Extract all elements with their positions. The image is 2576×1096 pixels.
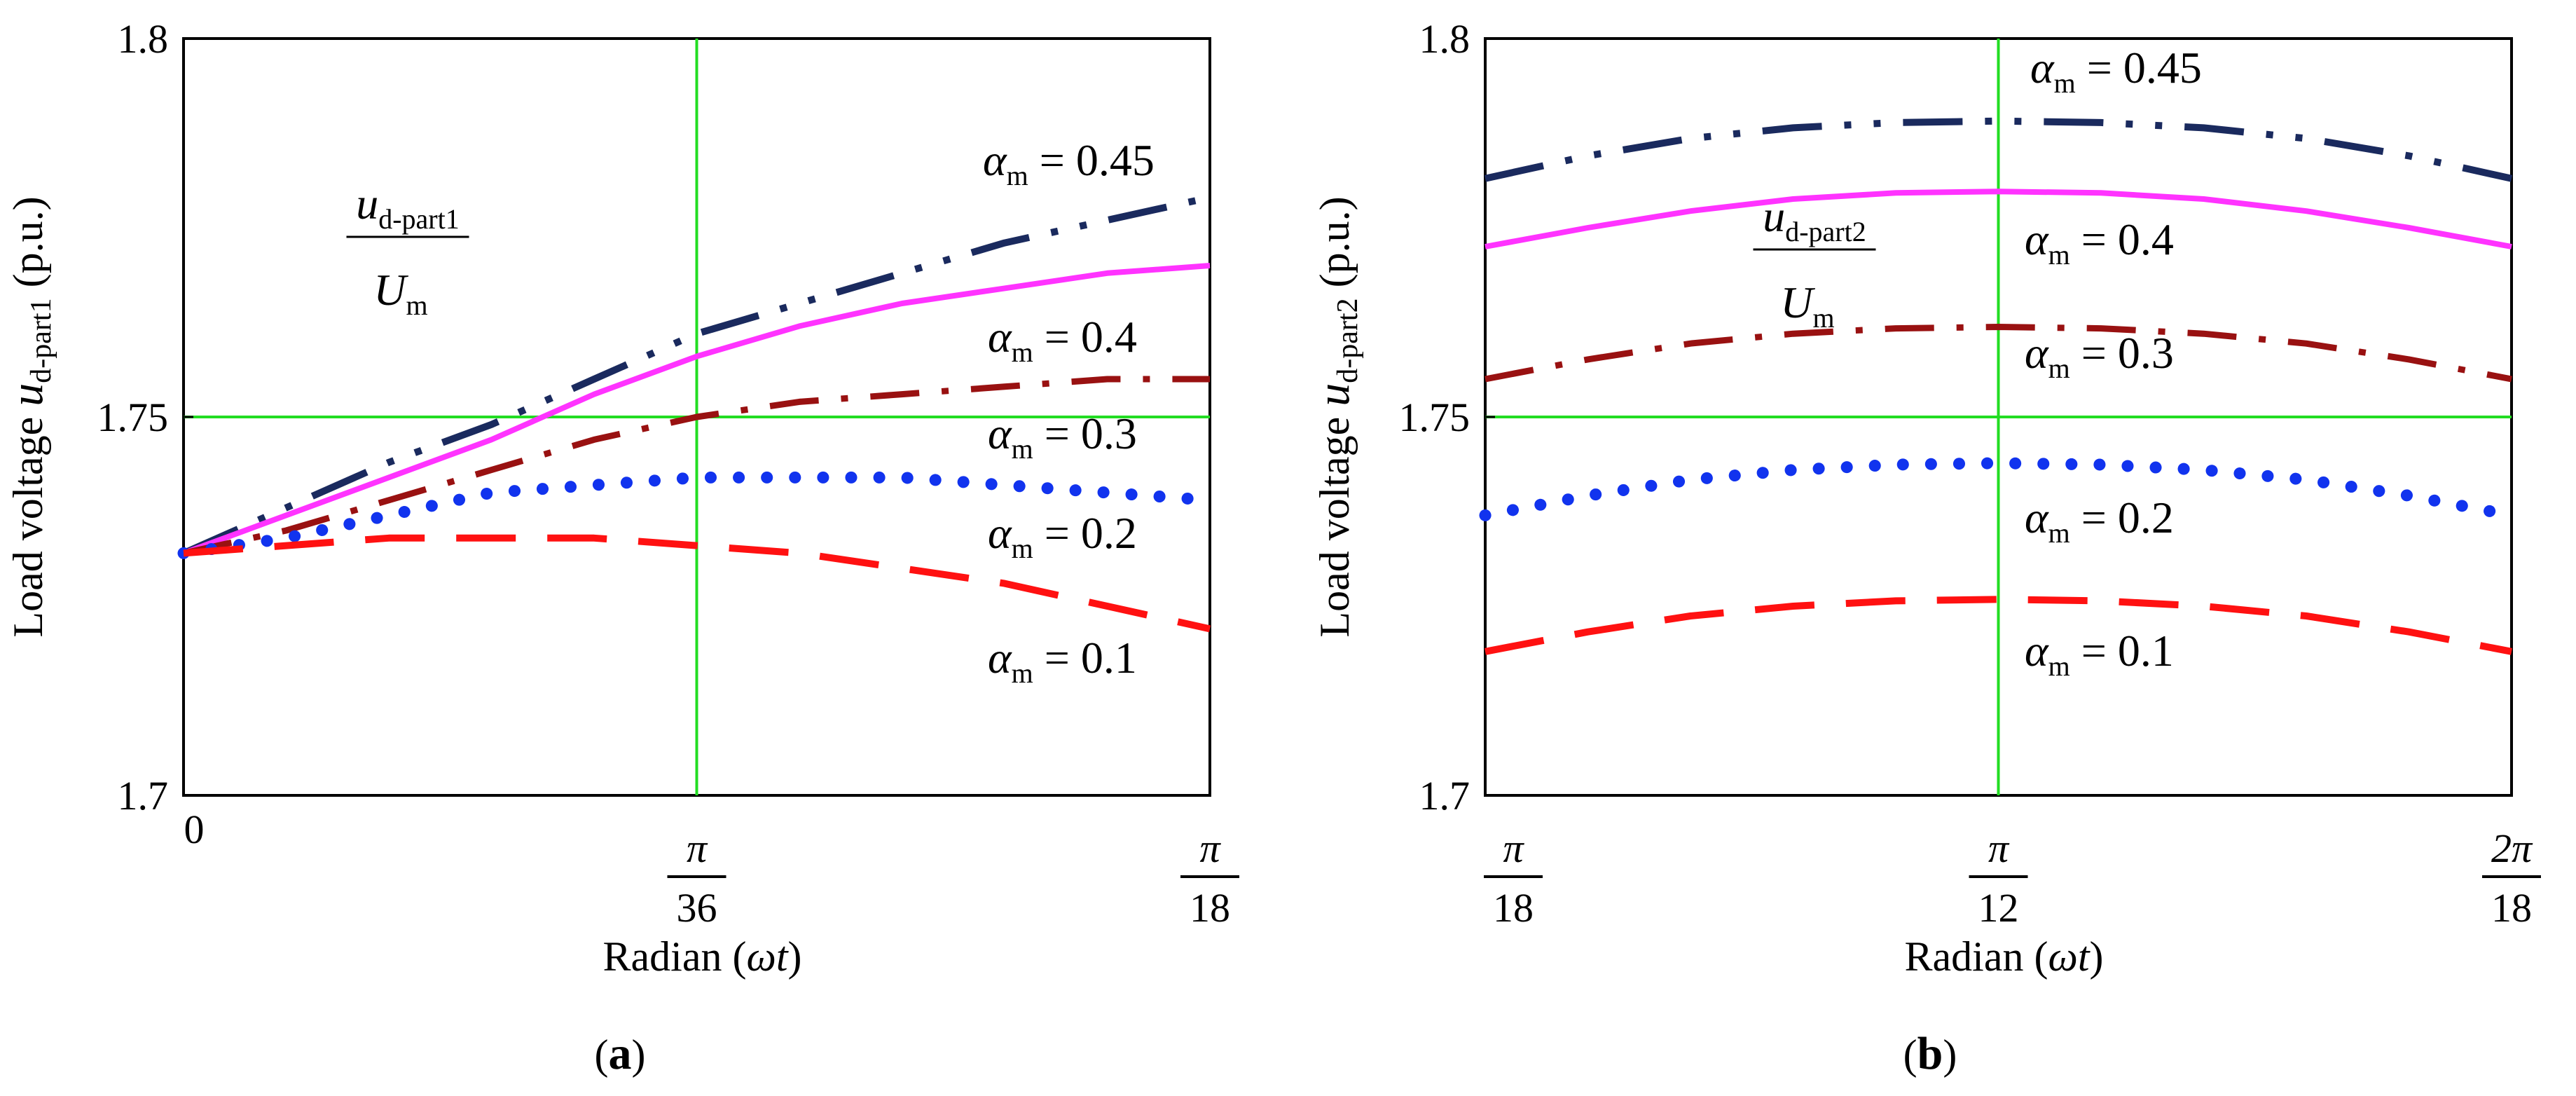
chart-panel-a: αm = 0.45 αm = 0.4 αm = 0.3 αm = 0.2 αm = 0.… xyxy=(1,16,1239,1079)
panel-caption: (b) xyxy=(1903,1028,1957,1079)
series-line-0.45 xyxy=(181,193,1211,556)
x-tick-numerator: π xyxy=(1988,826,2010,871)
annotation-numerator: ud-part2 xyxy=(1763,191,1866,247)
x-tick-label: π 18 xyxy=(1484,826,1543,931)
series-line-0.4 xyxy=(1485,189,2512,249)
y-axis-label: Load voltage ud-part2 (p.u.) xyxy=(1308,196,1364,637)
series-line-0.3 xyxy=(183,376,1210,556)
series-line-0.1 xyxy=(1485,596,2512,655)
series-label: αm = 0.4 xyxy=(2025,214,2174,270)
x-tick-denominator: 36 xyxy=(677,885,717,931)
x-tick-denominator: 12 xyxy=(1978,885,2019,931)
series-label: αm = 0.45 xyxy=(2030,43,2202,99)
series-line-0.4 xyxy=(182,263,1211,556)
series-line-0.2 xyxy=(1479,457,2518,521)
y-tick-label: 1.7 xyxy=(1419,773,1470,818)
annotation-denominator: Um xyxy=(373,265,427,321)
annotation-numerator: ud-part1 xyxy=(356,179,460,235)
x-tick-label: π 12 xyxy=(1969,826,2028,931)
x-axis-label: Radian (ωt) xyxy=(603,933,802,980)
x-tick-label: π 18 xyxy=(1180,826,1239,931)
x-tick-numerator: 2π xyxy=(2491,826,2533,871)
x-tick-label: 0 xyxy=(184,807,205,852)
y-axis-label: Load voltage ud-part1 (p.u.) xyxy=(1,196,57,637)
series-label: αm = 0.3 xyxy=(2025,328,2174,384)
x-tick-denominator: 18 xyxy=(2491,885,2532,931)
x-tick-denominator: 18 xyxy=(1190,885,1230,931)
y-tick-label: 1.75 xyxy=(97,395,169,440)
x-tick-numerator: π xyxy=(687,826,708,871)
series-label: αm = 0.2 xyxy=(2025,493,2174,549)
series-label: αm = 0.2 xyxy=(988,508,1137,564)
chart-panel-b: αm = 0.45 αm = 0.4 αm = 0.3 αm = 0.2 αm = 0.… xyxy=(1308,16,2541,1079)
panel-caption: (a) xyxy=(595,1028,646,1079)
ratio-annotation: ud-part2 Um xyxy=(1753,191,1876,334)
series-line-0.2 xyxy=(177,471,1216,559)
x-tick-label: π 36 xyxy=(667,826,726,931)
y-tick-label: 1.8 xyxy=(1419,16,1470,62)
series-line-0.45 xyxy=(1484,117,2513,182)
series-label: αm = 0.1 xyxy=(988,633,1137,689)
series-line-0.1 xyxy=(183,534,1211,633)
annotation-denominator: Um xyxy=(1780,278,1834,334)
series-label: αm = 0.1 xyxy=(2025,626,2174,682)
series-label: αm = 0.3 xyxy=(988,409,1137,465)
x-axis-label: Radian (ωt) xyxy=(1905,933,2104,980)
series-label: αm = 0.4 xyxy=(988,312,1137,368)
y-tick-label: 1.7 xyxy=(118,773,169,818)
x-tick-numerator: π xyxy=(1503,826,1524,871)
series-label: αm = 0.45 xyxy=(983,135,1155,191)
y-tick-label: 1.75 xyxy=(1399,395,1470,440)
x-tick-numerator: π xyxy=(1199,826,1221,871)
x-tick-denominator: 18 xyxy=(1493,885,1534,931)
ratio-annotation: ud-part1 Um xyxy=(346,179,469,321)
y-tick-label: 1.8 xyxy=(118,16,169,62)
series-line-0.3 xyxy=(1485,324,2512,383)
